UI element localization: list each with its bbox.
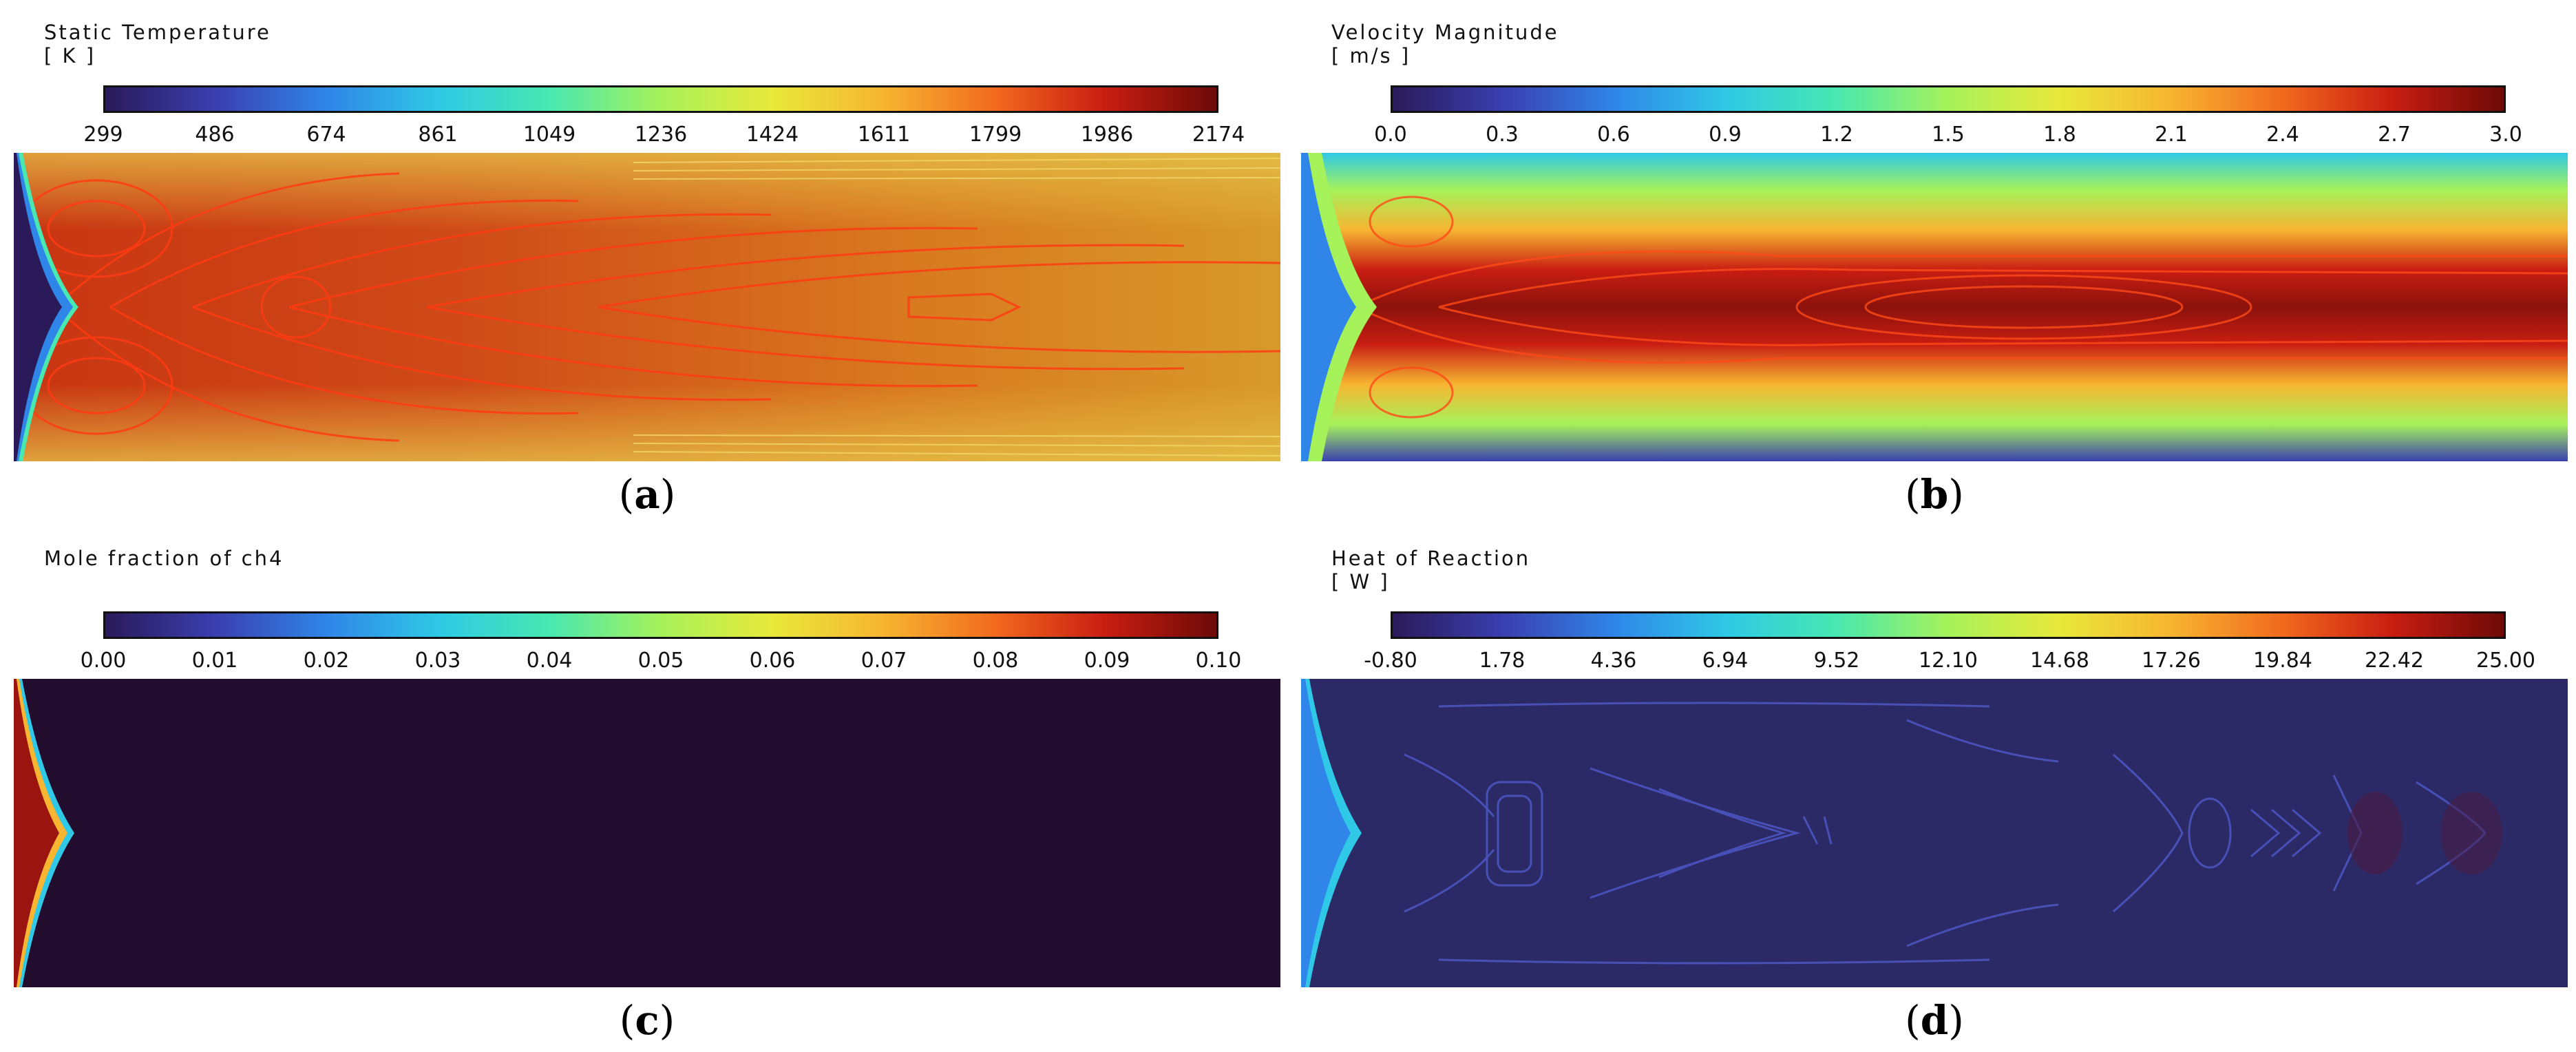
contour-field — [1301, 679, 2568, 987]
colorbar-tick-label: 0.03 — [414, 649, 461, 673]
colorbar-ticks: 299 486 674 861 1049 1236 1424 1611 1799 1986 2174 — [83, 123, 1245, 147]
panel-title: Static Temperature — [44, 21, 271, 44]
colorbar-tick-label: 861 — [418, 123, 458, 147]
colorbar-tick-label: 0.05 — [637, 649, 684, 673]
colorbar-tick-label: 17.26 — [2142, 649, 2201, 673]
colorbar-tick-label: 25.00 — [2476, 649, 2535, 673]
colorbar-tick-label: 0.01 — [191, 649, 238, 673]
contour-lines — [1404, 702, 2487, 965]
colorbar-tick-label: 1424 — [746, 123, 799, 147]
colorbar-tick-label: 0.6 — [1597, 123, 1630, 147]
colorbar-ticks: 0.0 0.3 0.6 0.9 1.2 1.5 1.8 2.1 2.4 2.7 3.0 — [1374, 123, 2522, 147]
hot-spot — [2440, 792, 2502, 874]
panel-unit: [ K ] — [44, 44, 96, 67]
panel-c: Mole fraction of ch4 0.00 0.01 0.02 0.03 0.0… — [14, 526, 1280, 1049]
panel-unit: [ W ] — [1331, 570, 1390, 593]
inlet-core — [1301, 153, 1356, 461]
panel-b: Velocity Magnitude [ m/s ] 0.0 0.3 0.6 0.9 1… — [1301, 0, 2568, 523]
colorbar-tick-label: 1.2 — [1820, 123, 1853, 147]
colorbar-tick-label: 2.1 — [2155, 123, 2188, 147]
colorbar-ticks: -0.80 1.78 4.36 6.94 9.52 12.10 14.68 17.26 19.8… — [1364, 649, 2535, 673]
colorbar-tick-label: 2174 — [1192, 123, 1245, 147]
panel-label: (b) — [1905, 471, 1964, 518]
colorbar — [1391, 611, 2506, 639]
panel-d: Heat of Reaction [ W ] -0.80 1.78 4.36 6.94… — [1301, 526, 2568, 1049]
field-bg — [1301, 153, 2568, 461]
colorbar-tick-label: 1611 — [857, 123, 911, 147]
colorbar-tick-label: 0.10 — [1195, 649, 1242, 673]
colorbar-ticks: 0.00 0.01 0.02 0.03 0.04 0.05 0.06 0.07 0.08 0.09… — [81, 649, 1242, 673]
colorbar-tick-label: 0.08 — [972, 649, 1019, 673]
colorbar-tick-label: 674 — [306, 123, 346, 147]
hot-spot — [2347, 792, 2403, 874]
colorbar — [103, 85, 1218, 113]
colorbar-tick-label: 1.5 — [1932, 123, 1965, 147]
colorbar — [103, 611, 1218, 639]
colorbar-tick-label: 0.02 — [303, 649, 350, 673]
panel-label: (a) — [618, 471, 676, 518]
colorbar-tick-label: 22.42 — [2365, 649, 2424, 673]
colorbar-tick-label: 0.09 — [1084, 649, 1130, 673]
colorbar-tick-label: 0.3 — [1486, 123, 1519, 147]
colorbar-tick-label: 1.78 — [1479, 649, 1525, 673]
colorbar-tick-label: 2.7 — [2378, 123, 2411, 147]
panel-title: Heat of Reaction — [1331, 547, 1531, 570]
panel-a: Static Temperature [ K ] 299 486 674 861 104… — [14, 0, 1280, 523]
colorbar-tick-label: 4.36 — [1590, 649, 1637, 673]
colorbar-tick-label: 2.4 — [2266, 123, 2299, 147]
panel-label: (c) — [619, 997, 675, 1044]
colorbar-tick-label: 0.9 — [1709, 123, 1742, 147]
colorbar-tick-label: -0.80 — [1364, 649, 1417, 673]
panel-title: Mole fraction of ch4 — [44, 547, 284, 570]
colorbar-tick-label: 1986 — [1080, 123, 1134, 147]
contour-field — [1301, 153, 2568, 461]
contour-field — [14, 153, 1280, 461]
colorbar-tick-label: 1799 — [969, 123, 1022, 147]
panel-title: Velocity Magnitude — [1331, 21, 1559, 44]
colorbar-tick-label: 6.94 — [1702, 649, 1749, 673]
inlet-zone-core — [14, 679, 59, 987]
contour-lines — [19, 172, 1280, 442]
colorbar — [1391, 85, 2506, 113]
panel-unit: [ m/s ] — [1331, 44, 1411, 67]
colorbar-tick-label: 0.0 — [1374, 123, 1407, 147]
field-bg — [14, 679, 1280, 987]
panel-label: (d) — [1905, 997, 1964, 1044]
colorbar-tick-label: 486 — [195, 123, 235, 147]
colorbar-tick-label: 0.06 — [749, 649, 796, 673]
inlet-core — [14, 153, 62, 461]
colorbar-tick-label: 12.10 — [1919, 649, 1978, 673]
colorbar-tick-label: 0.00 — [80, 649, 127, 673]
colorbar-tick-label: 19.84 — [2253, 649, 2312, 673]
inlet-edge — [19, 153, 78, 461]
colorbar-tick-label: 0.04 — [526, 649, 573, 673]
colorbar-tick-label: 0.07 — [861, 649, 907, 673]
colorbar-tick-label: 1049 — [522, 123, 576, 147]
colorbar-tick-label: 3.0 — [2489, 123, 2522, 147]
colorbar-tick-label: 1.8 — [2043, 123, 2076, 147]
colorbar-tick-label: 299 — [83, 123, 123, 147]
wall-stripes — [633, 158, 1280, 456]
field-wall-gradient — [14, 153, 1280, 461]
colorbar-tick-label: 9.52 — [1813, 649, 1860, 673]
colorbar-tick-label: 14.68 — [2030, 649, 2089, 673]
contour-lines — [1355, 196, 2568, 419]
inlet-core — [1301, 679, 1351, 987]
colorbar-tick-label: 1236 — [634, 123, 688, 147]
contour-field — [14, 679, 1280, 987]
